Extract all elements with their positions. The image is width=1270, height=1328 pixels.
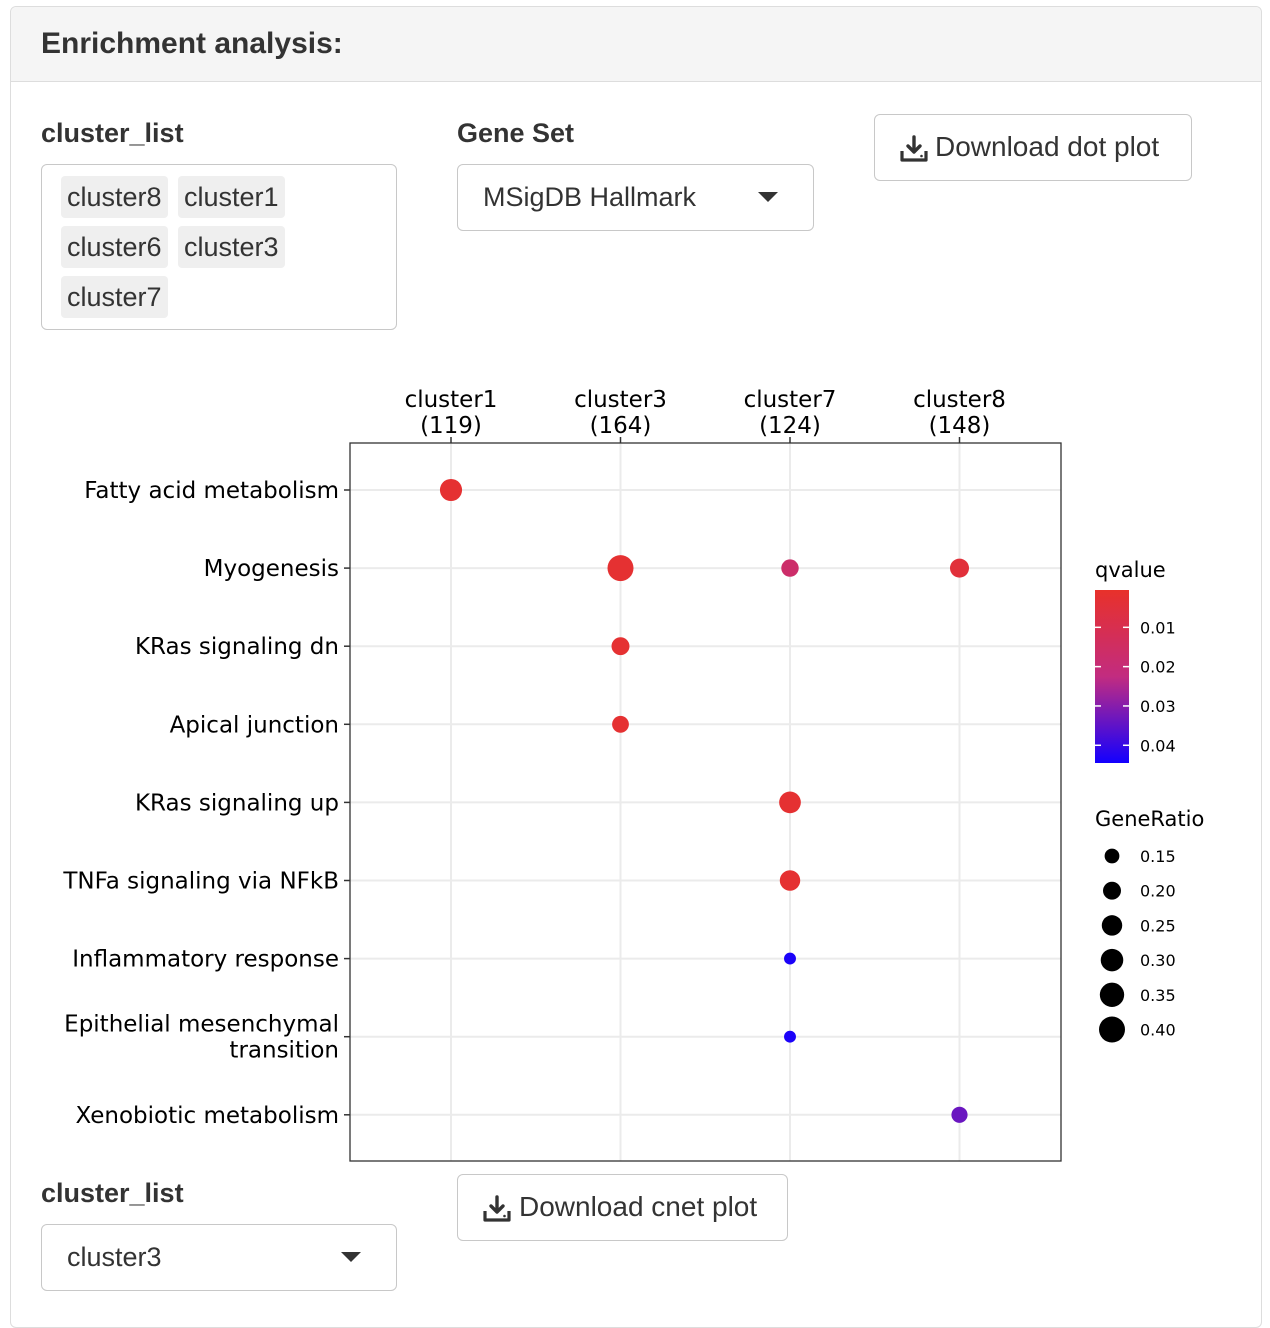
x-tick-count-label: (164) <box>590 413 652 439</box>
caret-down-icon <box>758 192 778 202</box>
generatio-legend-label: 0.40 <box>1140 1021 1176 1040</box>
qvalue-legend-label: 0.04 <box>1140 736 1176 755</box>
x-tick-label: cluster7 <box>744 387 837 413</box>
panel-heading: Enrichment analysis: <box>11 7 1261 82</box>
y-tick-label: Myogenesis <box>204 556 339 582</box>
generatio-legend-title: GeneRatio <box>1095 807 1204 831</box>
generatio-legend-dot <box>1104 848 1120 864</box>
dot-point <box>779 870 801 891</box>
qvalue-legend-label: 0.03 <box>1140 697 1176 716</box>
download-cnet-plot-button[interactable]: Download cnet plot <box>457 1174 788 1241</box>
panel-title: Enrichment analysis: <box>41 27 343 60</box>
cluster-chip[interactable]: cluster8 <box>61 176 168 218</box>
y-tick-label: Apical junction <box>170 712 339 738</box>
dot-point <box>781 559 799 577</box>
qvalue-legend-title: qvalue <box>1095 558 1166 582</box>
caret-down-icon <box>341 1252 361 1262</box>
x-tick-count-label: (119) <box>420 413 482 439</box>
y-tick-label: Inflammatory response <box>72 947 339 973</box>
download-cnet-plot-label: Download cnet plot <box>519 1191 758 1222</box>
x-tick-label: cluster3 <box>574 387 667 413</box>
cluster-list-multiselect[interactable]: cluster8 cluster1 cluster6 cluster3 clus… <box>41 164 397 330</box>
qvalue-legend-label: 0.01 <box>1140 618 1176 637</box>
generatio-legend-dot <box>1101 915 1123 936</box>
cluster-list-select[interactable]: cluster3 <box>41 1224 397 1291</box>
generatio-legend-label: 0.35 <box>1140 986 1176 1005</box>
y-tick-label: transition <box>229 1038 339 1064</box>
dot-point <box>612 715 629 733</box>
qvalue-colorbar <box>1095 590 1129 763</box>
generatio-legend-label: 0.15 <box>1140 847 1176 866</box>
qvalue-legend-label: 0.02 <box>1140 658 1176 677</box>
cluster-chip[interactable]: cluster3 <box>178 226 285 268</box>
generatio-legend-label: 0.20 <box>1140 882 1176 901</box>
cluster-list-select-label: cluster_list <box>41 1178 184 1208</box>
generatio-legend-label: 0.30 <box>1140 951 1176 970</box>
y-tick-label: Fatty acid metabolism <box>84 478 339 504</box>
dot-point <box>607 555 634 582</box>
generatio-legend-dot <box>1103 881 1121 900</box>
dot-point <box>779 791 801 814</box>
x-tick-label: cluster1 <box>405 387 498 413</box>
cluster-chip[interactable]: cluster6 <box>61 226 168 268</box>
download-dot-plot-label: Download dot plot <box>935 131 1160 162</box>
cluster-chip[interactable]: cluster1 <box>178 176 285 218</box>
dot-point <box>949 558 970 578</box>
gene-set-select[interactable]: MSigDB Hallmark <box>457 164 814 231</box>
x-tick-count-label: (124) <box>759 413 821 439</box>
dot-point <box>951 1106 968 1123</box>
y-tick-label: Xenobiotic metabolism <box>76 1103 339 1129</box>
gene-set-value: MSigDB Hallmark <box>483 182 697 212</box>
x-tick-count-label: (148) <box>929 413 991 439</box>
download-icon <box>483 1195 511 1222</box>
gene-set-label: Gene Set <box>457 118 575 148</box>
y-tick-label: KRas signaling dn <box>135 634 339 660</box>
dot-point <box>611 637 630 656</box>
generatio-legend-label: 0.25 <box>1140 916 1176 935</box>
generatio-legend-dot <box>1099 982 1125 1007</box>
dot-point <box>439 478 463 502</box>
dot-point <box>784 1030 796 1043</box>
cluster-list-select-value: cluster3 <box>67 1242 162 1272</box>
download-icon <box>900 135 928 162</box>
cluster-list-label: cluster_list <box>41 118 184 148</box>
download-dot-plot-button[interactable]: Download dot plot <box>874 114 1192 181</box>
y-tick-label: Epithelial mesenchymal <box>64 1012 339 1038</box>
x-tick-label: cluster8 <box>913 387 1006 413</box>
generatio-legend-dot <box>1100 948 1124 972</box>
y-tick-label: KRas signaling up <box>135 790 339 816</box>
dot-point <box>784 952 796 965</box>
cluster-chip[interactable]: cluster7 <box>61 276 168 318</box>
y-tick-label: TNFa signaling via NFkB <box>62 869 339 895</box>
generatio-legend-dot <box>1099 1016 1125 1043</box>
